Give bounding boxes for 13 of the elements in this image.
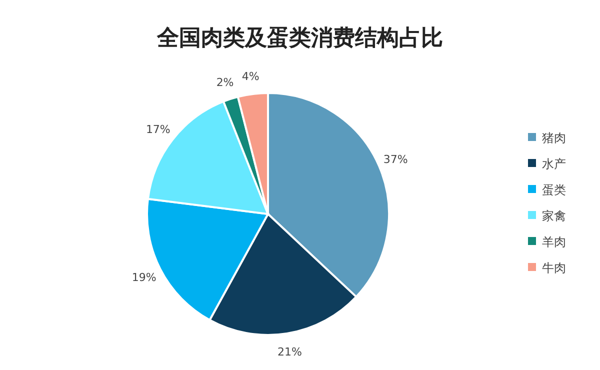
legend-label: 牛肉 [542,261,566,275]
chart-title: 全国肉类及蛋类消费结构占比 [156,26,443,51]
data-label: 19% [132,271,156,284]
legend-label: 水产 [542,157,566,171]
data-label: 2% [216,76,234,89]
legend-label: 羊肉 [542,235,566,249]
data-label: 37% [383,152,408,166]
legend-label: 家禽 [542,209,566,223]
legend-label: 猪肉 [542,131,566,145]
data-label: 4% [242,70,260,84]
data-label: 21% [278,345,302,358]
legend-label: 蛋类 [542,183,566,197]
data-label: 17% [146,122,170,136]
